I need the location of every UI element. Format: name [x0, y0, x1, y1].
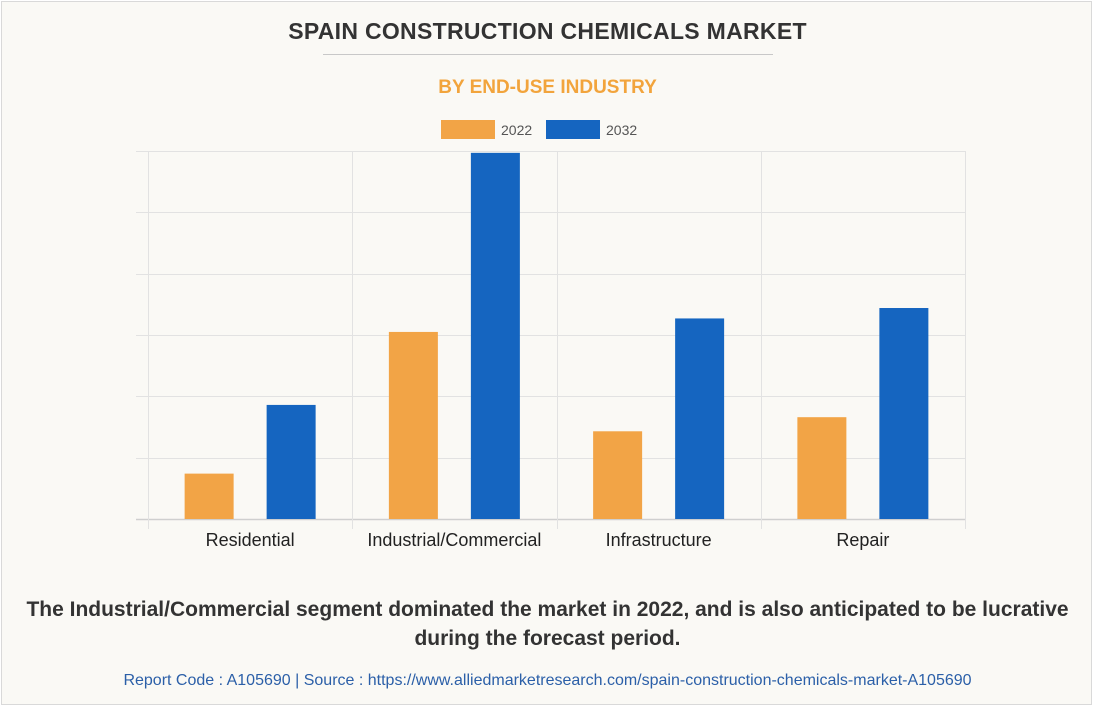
title-divider — [323, 54, 773, 55]
legend-label-2022: 2022 — [501, 122, 533, 138]
legend-swatch-2032 — [546, 120, 600, 139]
bar-2032-infrastructure — [675, 318, 725, 519]
bar-2032-industrial-commercial — [470, 152, 520, 519]
x-tick-label: Repair — [836, 530, 889, 550]
chart-title: SPAIN CONSTRUCTION CHEMICALS MARKET — [288, 18, 807, 44]
bar-2032-repair — [879, 308, 929, 519]
bar-2022-infrastructure — [593, 431, 643, 519]
source-line: Report Code : A105690 | Source : https:/… — [123, 672, 972, 689]
summary-note: The Industrial/Commercial segment domina… — [26, 598, 1069, 650]
bar-2022-industrial-commercial — [388, 331, 438, 519]
legend-swatch-2022 — [441, 120, 495, 139]
legend-label-2032: 2032 — [606, 122, 638, 138]
chart-subtitle: BY END-USE INDUSTRY — [438, 77, 657, 98]
x-tick-label: Residential — [206, 530, 295, 550]
bar-2022-repair — [797, 417, 847, 519]
legend: 2022 2032 — [0, 120, 1095, 140]
bar-2032-residential — [266, 404, 316, 519]
x-tick-label: Infrastructure — [606, 530, 712, 550]
bar-2022-residential — [184, 473, 234, 519]
x-tick-label: Industrial/Commercial — [367, 530, 541, 550]
